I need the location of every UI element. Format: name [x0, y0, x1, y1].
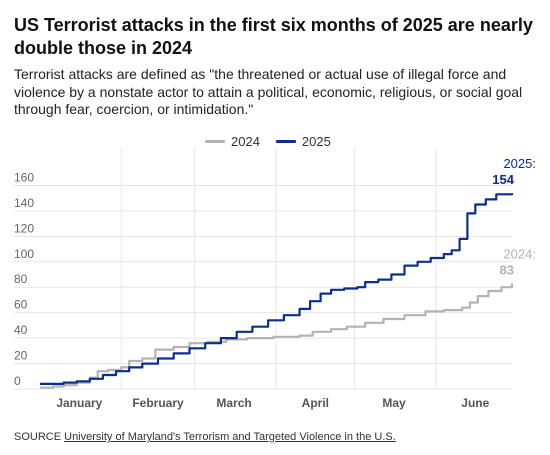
y-tick-label: 80	[14, 272, 28, 286]
legend-item-2025: 2025	[275, 134, 331, 149]
legend-label-2025: 2025	[301, 134, 331, 149]
x-tick-label: February	[132, 396, 184, 410]
x-tick-label: May	[382, 396, 406, 410]
y-tick-label: 40	[14, 323, 28, 337]
end-value-2025: 154	[492, 172, 514, 187]
y-tick-label: 120	[14, 221, 34, 235]
y-tick-label: 140	[14, 196, 34, 210]
end-value-2024: 83	[500, 262, 514, 277]
source-prefix: SOURCE	[14, 431, 62, 443]
x-tick-label: March	[216, 396, 251, 410]
x-tick-label: January	[56, 396, 102, 410]
grid-lines	[14, 148, 512, 390]
y-tick-label: 20	[14, 349, 28, 363]
source-link[interactable]: University of Maryland's Terrorism and T…	[64, 431, 396, 443]
end-labels: 2024:83 2025:154	[492, 156, 536, 277]
series-lines	[40, 193, 514, 389]
chart-subtitle: Terrorist attacks are defined as "the th…	[14, 66, 523, 117]
y-axis-ticks: 0 20 40 60 80 100 120 140 160	[14, 170, 34, 388]
legend-swatch-2025	[275, 140, 296, 143]
x-tick-label: June	[461, 396, 489, 410]
chart-title: US Terrorist attacks in the first six mo…	[14, 15, 533, 58]
source-note: SOURCE University of Maryland's Terroris…	[14, 431, 396, 443]
x-tick-label: April	[302, 396, 329, 410]
end-label-2024: 2024:	[503, 246, 536, 261]
legend-swatch-2024	[205, 140, 225, 143]
chart-legend: 2024 2025	[205, 134, 347, 149]
legend-item-2024: 2024	[205, 134, 260, 149]
y-tick-label: 60	[14, 298, 28, 312]
end-label-2025: 2025:	[503, 156, 536, 171]
series-line-2024	[40, 283, 514, 389]
y-tick-label: 100	[14, 247, 34, 261]
series-line-2025	[40, 193, 514, 385]
y-tick-label: 160	[14, 170, 34, 184]
y-tick-label: 0	[14, 374, 21, 388]
legend-label-2024: 2024	[231, 134, 260, 149]
x-axis-ticks: January February March April May June	[56, 396, 489, 410]
